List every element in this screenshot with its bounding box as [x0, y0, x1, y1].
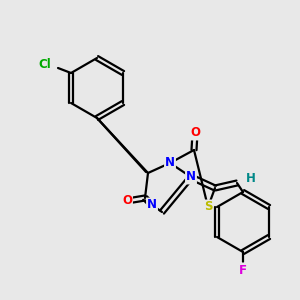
- Text: H: H: [246, 172, 256, 184]
- Text: N: N: [165, 157, 175, 169]
- Text: O: O: [190, 127, 200, 140]
- Text: N: N: [147, 199, 157, 212]
- Text: N: N: [186, 170, 196, 184]
- Text: S: S: [204, 200, 212, 214]
- Text: O: O: [122, 194, 132, 208]
- Text: F: F: [239, 263, 247, 277]
- Text: Cl: Cl: [39, 58, 51, 71]
